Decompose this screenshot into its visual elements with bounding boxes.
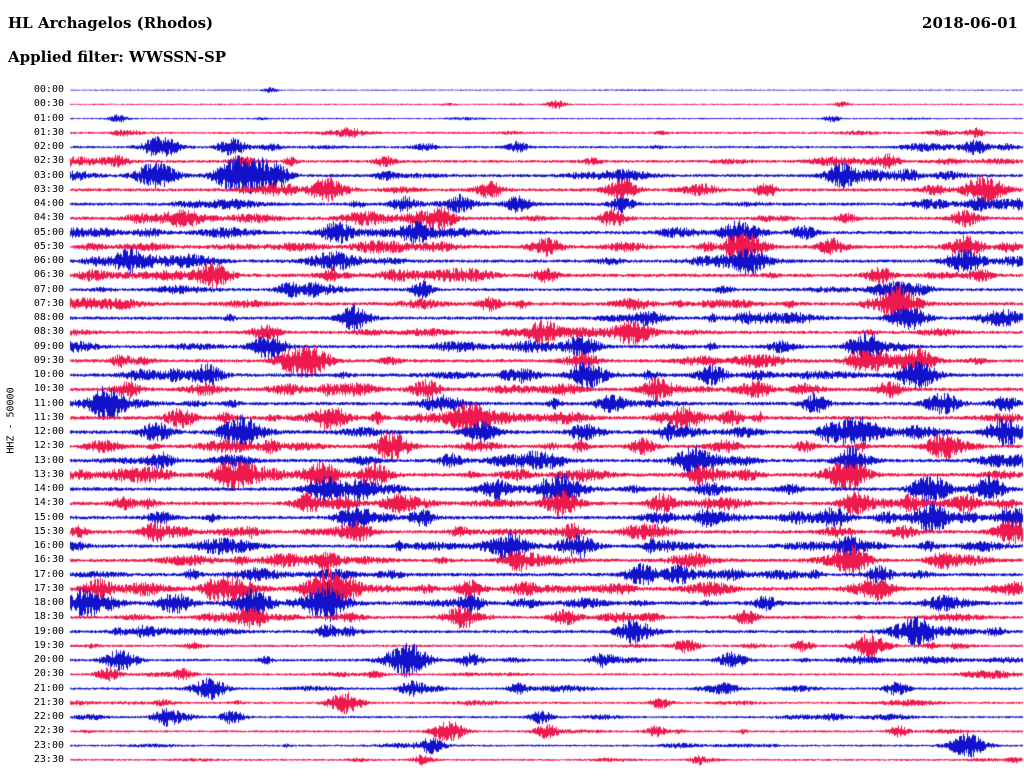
trace-time-label: 00:00: [33, 84, 64, 96]
trace-time-label: 13:30: [33, 468, 64, 480]
trace-time-label: 21:00: [33, 682, 64, 694]
trace-time-label: 20:30: [33, 668, 64, 680]
trace-time-label: 06:30: [33, 269, 64, 281]
trace-time-label: 07:30: [33, 297, 64, 309]
trace-time-label: 09:30: [33, 354, 64, 366]
trace-time-label: 14:30: [33, 497, 64, 509]
trace-time-label: 19:30: [33, 639, 64, 651]
trace-time-label: 09:00: [33, 340, 64, 352]
trace-time-label: 04:00: [33, 198, 64, 210]
trace-time-label: 20:00: [33, 654, 64, 666]
trace-time-label: 01:00: [33, 112, 64, 124]
trace-time-label: 08:30: [33, 326, 64, 338]
trace-time-label: 17:30: [33, 582, 64, 594]
trace-time-label: 01:30: [33, 126, 64, 138]
trace-time-label: 08:00: [33, 312, 64, 324]
trace-time-label: 13:00: [33, 454, 64, 466]
trace-time-label: 16:00: [33, 540, 64, 552]
trace-time-label: 06:00: [33, 255, 64, 267]
trace-time-label: 18:30: [33, 611, 64, 623]
trace-time-label: 00:30: [33, 98, 64, 110]
trace-time-label: 10:00: [33, 369, 64, 381]
trace-time-label: 19:00: [33, 625, 64, 637]
trace-time-label: 22:00: [33, 711, 64, 723]
trace-time-label: 16:30: [33, 554, 64, 566]
trace-time-label: 23:30: [33, 753, 64, 765]
trace-time-label: 03:30: [33, 183, 64, 195]
trace-time-label: 02:00: [33, 141, 64, 153]
trace-time-label: 22:30: [33, 725, 64, 737]
trace-time-label: 17:00: [33, 568, 64, 580]
trace-time-label: 07:00: [33, 283, 64, 295]
trace-time-label: 15:00: [33, 511, 64, 523]
trace-time-label: 11:00: [33, 397, 64, 409]
trace-time-label: 18:00: [33, 597, 64, 609]
trace-time-label: 05:00: [33, 226, 64, 238]
trace-time-label: 02:30: [33, 155, 64, 167]
trace-time-label: 11:30: [33, 411, 64, 423]
trace-time-label: 21:30: [33, 696, 64, 708]
trace-time-label: 23:00: [33, 739, 64, 751]
trace-time-label: 05:30: [33, 240, 64, 252]
trace-time-label: 03:00: [33, 169, 64, 181]
trace-time-label: 12:00: [33, 426, 64, 438]
trace-time-label: 14:00: [33, 483, 64, 495]
trace-time-label: 12:30: [33, 440, 64, 452]
trace-time-label: 04:30: [33, 212, 64, 224]
trace-time-label: 10:30: [33, 383, 64, 395]
trace-time-label: 15:30: [33, 525, 64, 537]
